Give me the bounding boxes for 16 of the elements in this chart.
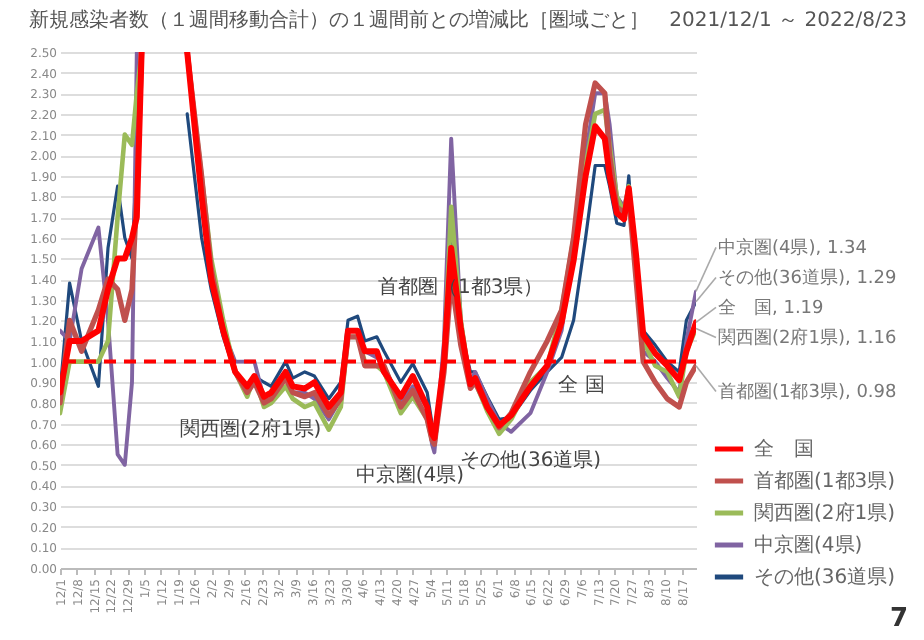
legend-label: 関西圏(2府1県) — [754, 501, 896, 525]
legend-label: 首都圏(1都3県) — [754, 469, 896, 493]
legend-label: 全 国 — [754, 437, 814, 461]
legend-label: その他(36道県) — [754, 565, 896, 589]
annotation: 中京圏(4県) — [355, 463, 465, 488]
annotation: その他(36道県), 1.29 — [718, 267, 898, 290]
annotation: 関西圏(2府1県), 1.16 — [718, 327, 898, 350]
legend-label: 中京圏(4県) — [754, 533, 863, 557]
annotation: 関西圏(2府1県) — [180, 416, 322, 441]
chart-title: 新規感染者数（１週間移動合計）の１週間前との増減比［圏域ごと］ 2021/12/1 ～ 2022/8/23 — [29, 10, 908, 32]
annotation: その他(36道県) — [460, 447, 602, 472]
annotation: 全 国 — [558, 372, 605, 397]
text: 7 — [889, 604, 908, 634]
annotation: 中京圏(4県), 1.34 — [718, 237, 868, 260]
annotation: 首都圏(1都3県), 0.98 — [718, 381, 898, 404]
annotation: 全 国, 1.19 — [718, 297, 825, 320]
